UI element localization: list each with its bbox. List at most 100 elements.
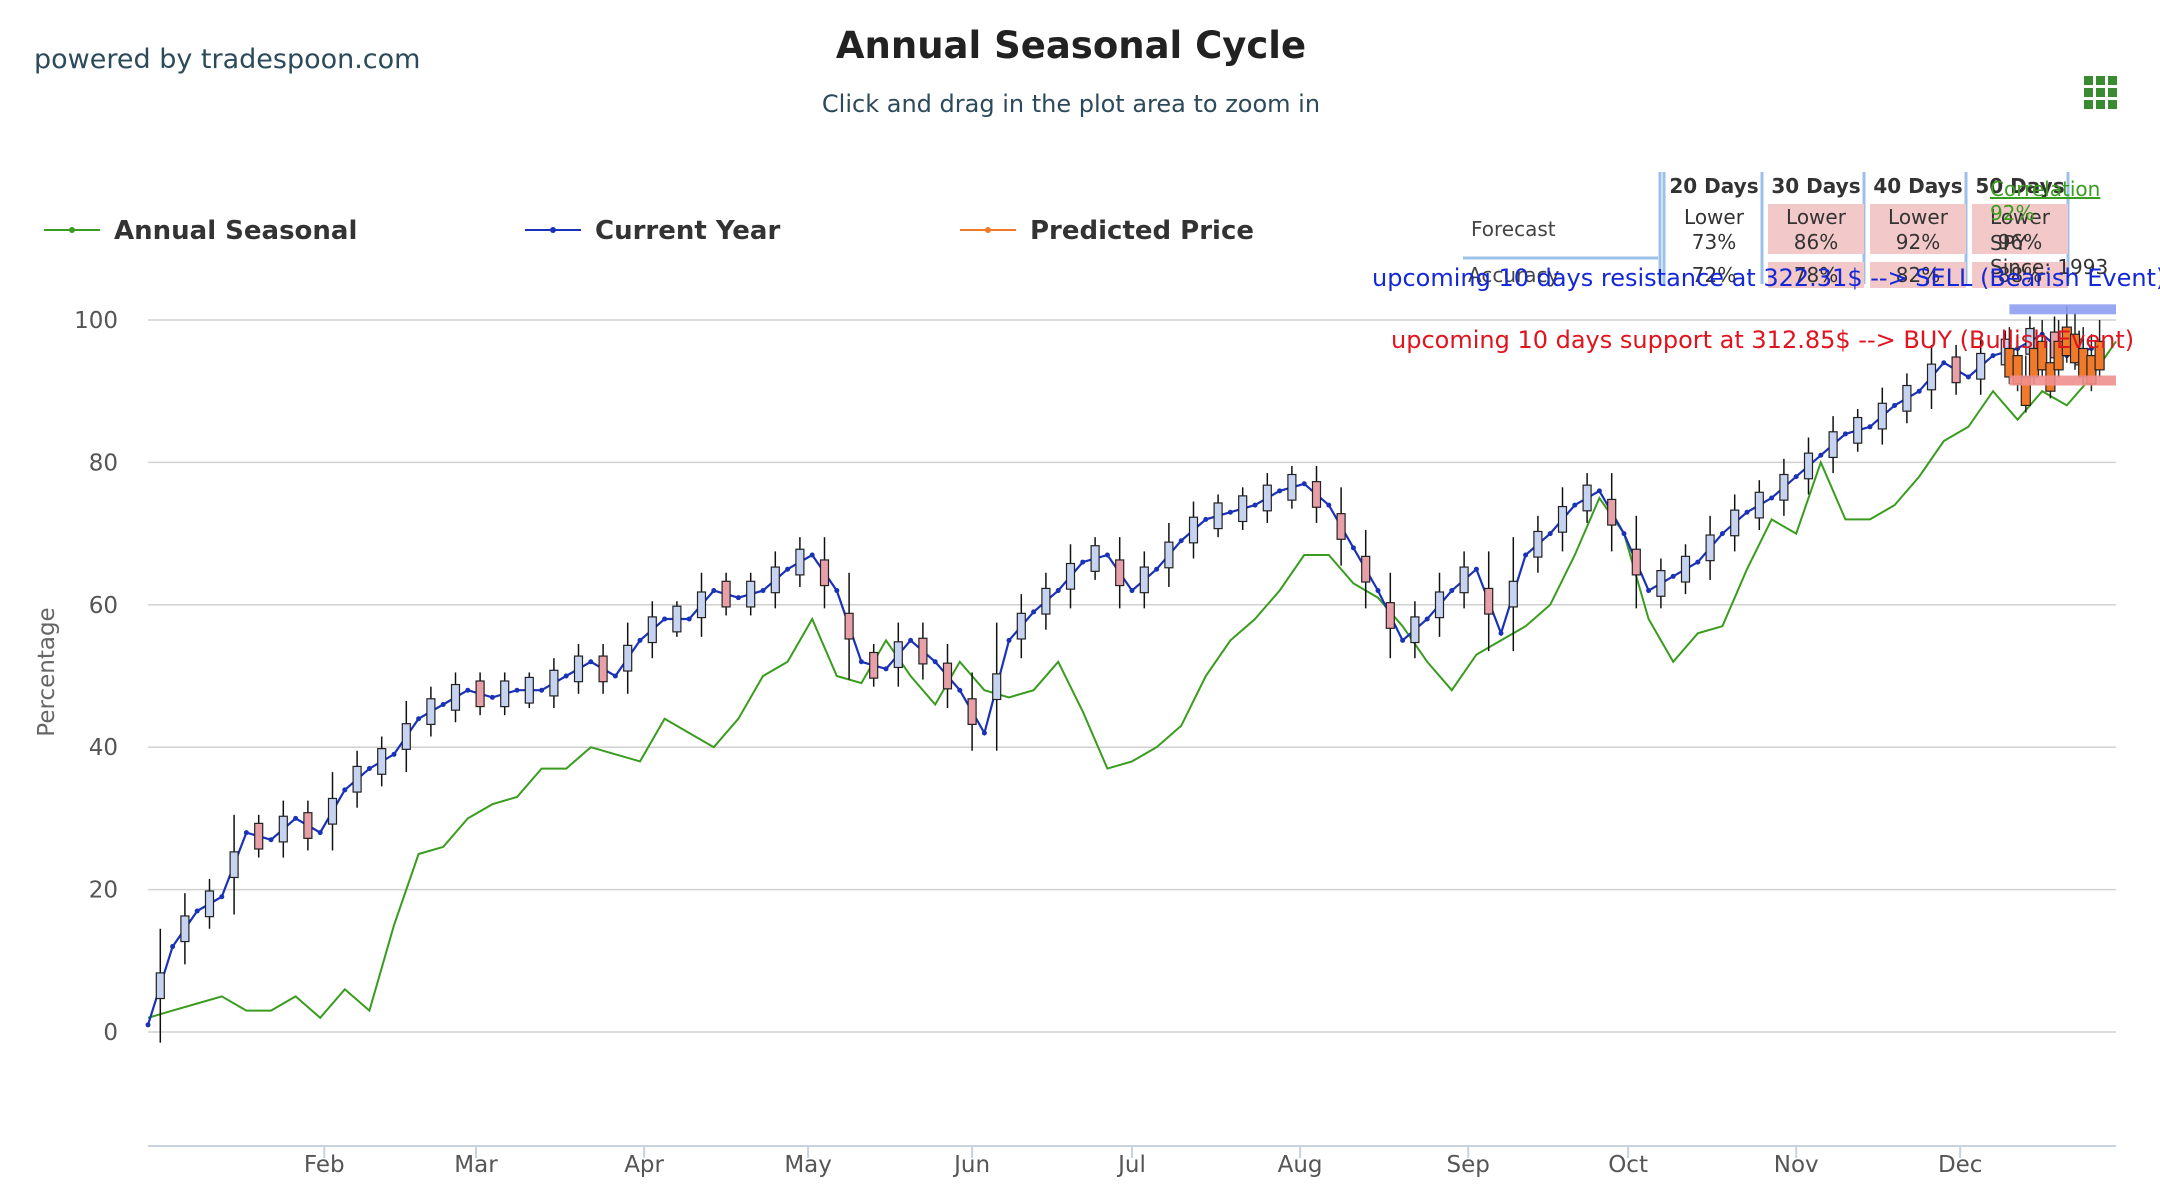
candle [1287,473,1297,501]
candle [967,698,977,726]
candle [1656,570,1666,597]
candle [1484,587,1494,615]
legend-label-1: Current Year [595,216,780,246]
resistance-band [2009,304,2116,315]
candle [1607,498,1617,526]
forecast-dir: Lower [1684,205,1745,229]
y-tick-label: 80 [89,450,118,476]
candle [869,651,879,679]
point-current-year [1473,566,1479,572]
table-header: 20 Days [1669,174,1758,198]
series-layer [145,331,2117,1028]
candle [377,748,387,775]
point-current-year [957,687,963,693]
candle [1410,616,1420,644]
grid-menu-square [2108,100,2117,109]
point-current-year [1695,559,1701,565]
candle [303,812,313,839]
grid-menu-square [2096,100,2105,109]
forecast-dir: Lower [1786,205,1847,229]
point-current-year [858,659,864,665]
candle [1336,513,1346,540]
point-current-year [686,616,692,622]
support-text: upcoming 10 days support at 312.85$ --> … [1391,326,2134,354]
since-label: Since: 1993 [1990,255,2108,279]
grid-menu-square [2084,100,2093,109]
candle [1164,541,1174,569]
point-current-year [1769,495,1775,501]
forecast-cell-bg [1870,204,1966,254]
candle [1508,580,1518,608]
x-tick-label: Mar [454,1152,498,1178]
grid-menu-square [2096,88,2105,97]
legend-marker-0 [69,227,75,233]
candle [1902,384,1912,412]
point-current-year [1178,538,1184,544]
candle [573,655,584,683]
resistance-text: upcoming 10 days resistance at 322.31$ -… [1372,264,2160,292]
accuracy-cell-bg [1972,262,2068,288]
table-header: 30 Days [1771,174,1860,198]
bands-layer [2009,304,2116,386]
point-current-year [1572,502,1578,508]
grid-menu-square [2108,76,2117,85]
point-current-year [1104,552,1110,558]
candle [672,605,682,633]
correlation-link[interactable]: Correlation [1990,177,2100,201]
point-current-year [612,673,618,679]
brand-credit[interactable]: powered by tradespoon.com [34,44,420,75]
candle [844,612,854,640]
accuracy-value: 78% [1794,263,1838,287]
point-current-year [243,830,249,836]
candle [500,680,510,708]
predicted-candle [2037,340,2048,371]
candle [1361,555,1371,583]
candle [1385,602,1395,629]
candle [450,683,461,711]
x-tick-label: Jun [952,1152,990,1178]
candle [1754,491,1764,519]
point-current-year [1227,509,1233,515]
point-current-year [883,666,889,672]
point-current-year [1252,502,1258,508]
legend-marker-1 [550,227,556,233]
candle [1730,509,1740,537]
candle [1016,612,1026,640]
candle [1976,352,1986,380]
accuracy-cell-bg [1768,262,1864,288]
point-current-year [1965,374,1971,380]
point-current-year [588,659,594,665]
x-axis: Feb Mar Apr May Jun Jul Aug Sep Oct Nov Dec [148,1145,2116,1178]
candle [721,580,731,608]
x-tick-label: Apr [624,1152,664,1178]
point-current-year [932,659,938,665]
support-band [2009,375,2116,386]
forecast-pct: 73% [1692,230,1736,254]
candle [1877,402,1887,430]
candle [278,815,288,843]
x-tick-label: Sep [1447,1152,1490,1178]
point-current-year [1646,588,1652,594]
candle [647,616,657,644]
grid-menu-icon[interactable] [2084,76,2117,109]
candle [1926,363,1937,391]
candle [327,797,338,825]
point-current-year [1916,388,1922,394]
accuracy-value: 82% [1896,263,1940,287]
point-current-year [1277,488,1283,494]
forecast-dir: Lower [1888,205,1949,229]
candle [1582,484,1592,512]
point-current-year [1990,353,1996,359]
point-current-year [1523,552,1529,558]
y-tick-label: 100 [74,308,118,334]
legend[interactable]: Annual Seasonal Current Year Predicted Pri… [44,216,1254,246]
point-current-year [1424,616,1430,622]
candle [229,851,239,879]
candle [1213,502,1223,530]
candle [1041,587,1051,615]
candle [1951,356,1961,384]
legend-marker-2 [985,227,991,233]
candle [401,723,411,750]
